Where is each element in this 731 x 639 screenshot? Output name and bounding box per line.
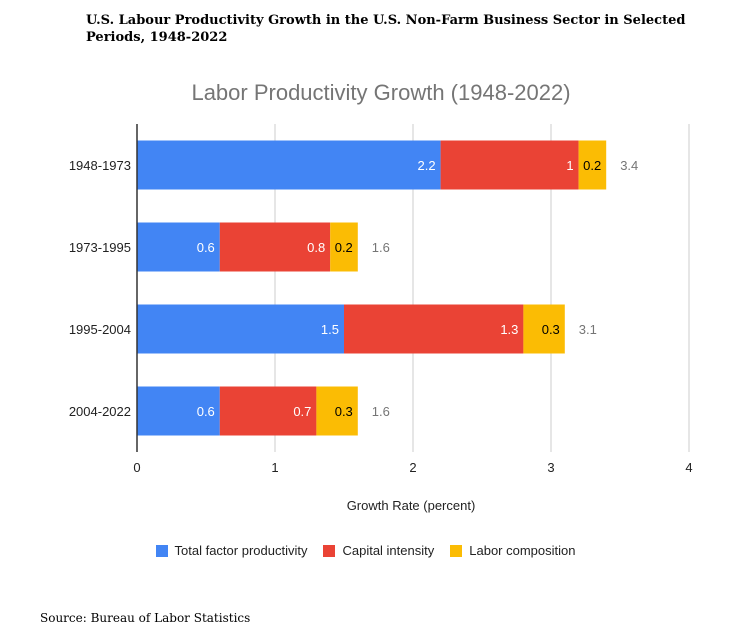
bar-value-label: 0.7 (293, 404, 311, 419)
x-axis-label: Growth Rate (percent) (347, 498, 476, 513)
legend-label: Total factor productivity (174, 543, 308, 558)
bar-value-label: 0.2 (583, 158, 601, 173)
page-title: U.S. Labour Productivity Growth in the U… (86, 13, 686, 45)
bar-value-label: 0.8 (307, 240, 325, 255)
legend-item: Total factor productivity (155, 543, 308, 558)
bar-value-label: 0.3 (335, 404, 353, 419)
bar-segment (578, 140, 607, 190)
bar-segment (219, 386, 317, 436)
legend: Total factor productivity Capital intensi… (0, 543, 731, 558)
bar-value-label: 0.3 (542, 322, 560, 337)
x-tick-label: 4 (685, 460, 692, 475)
bar-segment (137, 140, 441, 190)
legend-swatch (323, 544, 336, 557)
x-tick-label: 0 (133, 460, 140, 475)
bar-total-label: 3.4 (620, 158, 638, 173)
bar-segment (219, 222, 331, 272)
bar-segment (440, 140, 579, 190)
bar-segment (137, 386, 220, 436)
bar-value-label: 1.5 (321, 322, 339, 337)
x-tick-label: 2 (409, 460, 416, 475)
bar-value-label: 0.6 (197, 240, 215, 255)
bar-total-label: 1.6 (372, 404, 390, 419)
x-tick-label: 1 (271, 460, 278, 475)
bar-total-label: 1.6 (372, 240, 390, 255)
bar-value-label: 0.6 (197, 404, 215, 419)
y-tick-label: 1995-2004 (69, 322, 131, 337)
x-tick-label: 3 (547, 460, 554, 475)
bar-chart: Labor Productivity Growth (1948-2022) 2.… (69, 80, 693, 513)
bar-segment (316, 386, 358, 436)
axes: 0 1 2 3 4 1948-1973 1973-1995 1995-2004 2004-202… (69, 124, 693, 475)
bar-total-label: 3.1 (579, 322, 597, 337)
bars (137, 140, 607, 436)
bar-segment (523, 304, 565, 354)
legend-swatch (155, 544, 168, 557)
y-tick-label: 1973-1995 (69, 240, 131, 255)
y-tick-label: 1948-1973 (69, 158, 131, 173)
bar-segment (137, 304, 344, 354)
legend-swatch (450, 544, 463, 557)
legend-item: Labor composition (450, 543, 575, 558)
source-note: Source: Bureau of Labor Statistics (40, 611, 251, 625)
bar-segment (330, 222, 358, 272)
y-tick-label: 2004-2022 (69, 404, 131, 419)
legend-label: Labor composition (469, 543, 576, 558)
bar-value-label: 0.2 (335, 240, 353, 255)
bar-value-label: 1 (566, 158, 573, 173)
chart-title: Labor Productivity Growth (1948-2022) (191, 80, 570, 105)
bar-segment (137, 222, 220, 272)
legend-item: Capital intensity (323, 543, 434, 558)
bar-value-label: 1.3 (500, 322, 518, 337)
bar-segment (344, 304, 524, 354)
legend-label: Capital intensity (342, 543, 435, 558)
data-labels: 2.2 1 0.2 3.4 0.6 0.8 0.2 1.6 1.5 1.3 0.3 3.1 0.6 0.7… (197, 158, 639, 419)
bar-value-label: 2.2 (418, 158, 436, 173)
